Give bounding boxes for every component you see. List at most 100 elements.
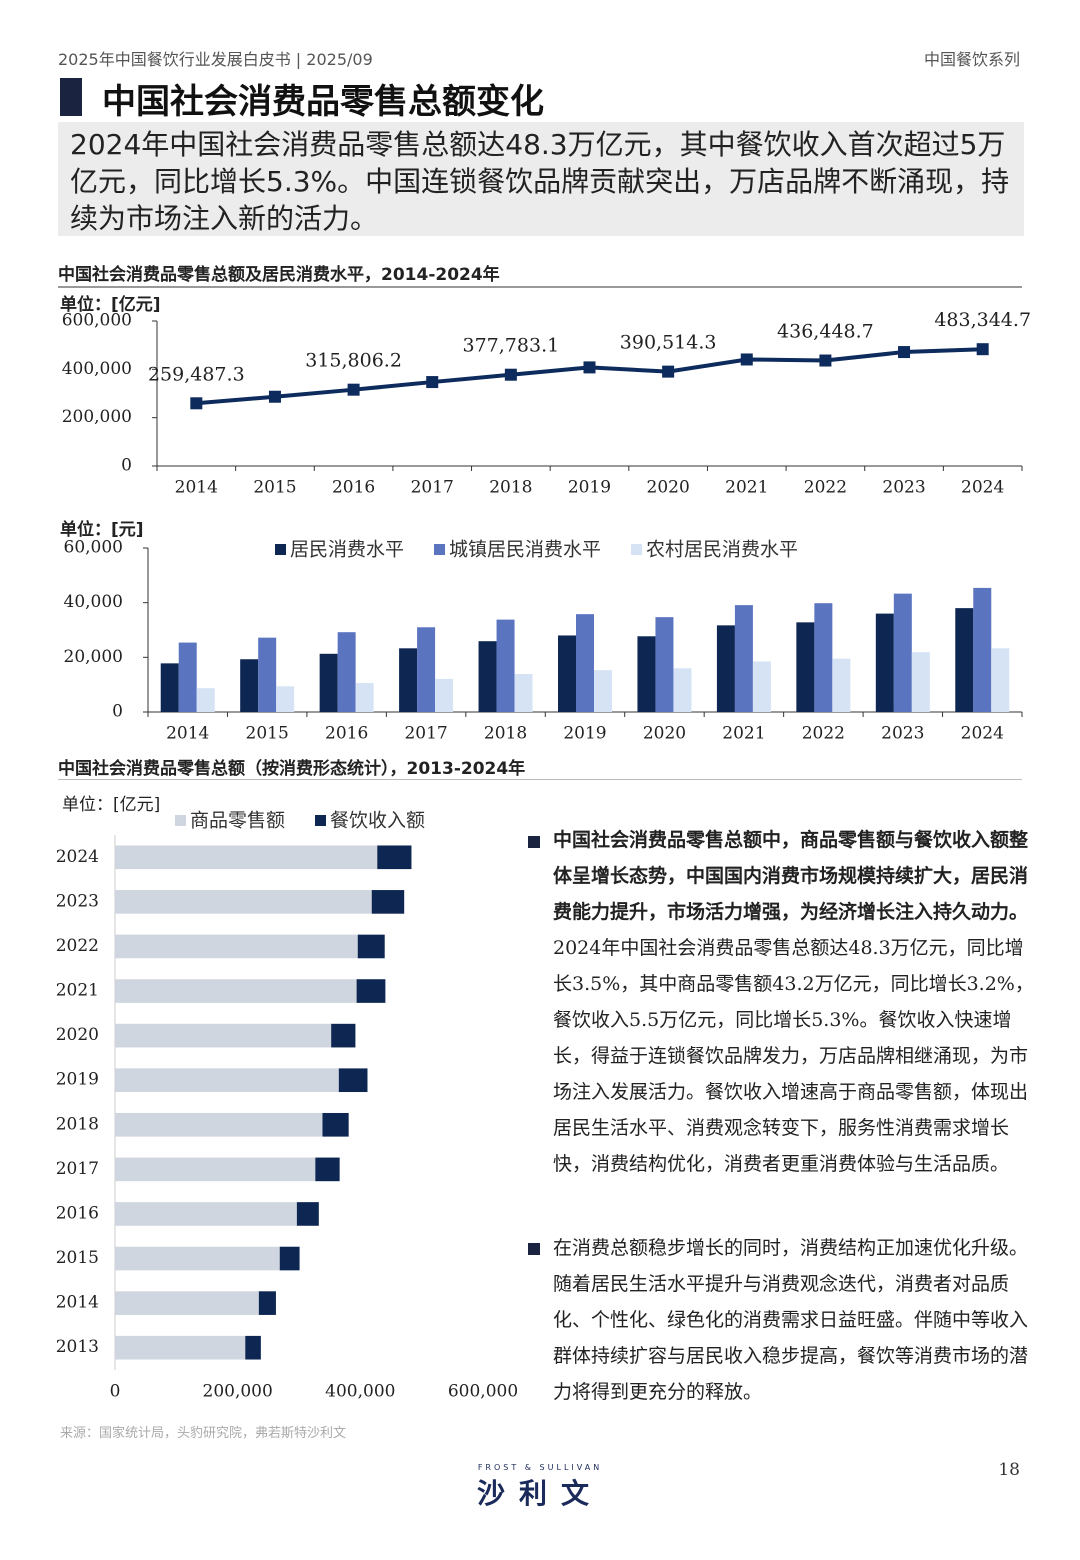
bar [673, 668, 692, 712]
unit: 单位：[元] [60, 520, 144, 540]
logo: 沙利文 [476, 1477, 603, 1510]
x-tick-label: 2014 [175, 478, 218, 498]
bar [832, 658, 851, 712]
legend-label: 商品零售额 [190, 810, 285, 832]
x-tick-label: 2019 [568, 478, 611, 498]
bar [276, 686, 295, 712]
bar [734, 605, 753, 712]
bar-segment [115, 1202, 297, 1226]
y-tick-label: 20,000 [64, 647, 123, 667]
x-tick-label: 2017 [411, 478, 454, 498]
legend-label: 城镇居民消费水平 [449, 539, 601, 561]
bar [716, 625, 735, 712]
y-tick-label: 400,000 [62, 359, 132, 379]
legend-swatch [175, 815, 186, 826]
x-tick-label: 2023 [882, 478, 925, 498]
bar [160, 663, 179, 712]
bar-segment [115, 979, 357, 1003]
value-label: 483,344.7 [934, 309, 1031, 331]
source: 来源：国家统计局，头豹研究院，弗若斯特沙利文 [60, 1426, 347, 1441]
point [583, 361, 596, 374]
bar-segment [338, 1068, 368, 1093]
x-tick-label: 2019 [563, 724, 606, 744]
y-tick-label: 2021 [56, 981, 99, 1001]
bar [196, 688, 215, 712]
point [662, 365, 675, 378]
bar [875, 613, 894, 712]
bullet-text: 在消费总额稳步增长的同时，消费结构正加速优化升级。随着居民生活水平提升与消费观念… [553, 1237, 1029, 1403]
page-title: 中国社会消费品零售总额变化 [102, 82, 544, 122]
bar [973, 587, 992, 712]
legend-swatch [631, 544, 643, 555]
x-tick-label: 2020 [647, 478, 690, 498]
bar [258, 637, 277, 712]
bar-segment [377, 845, 412, 870]
y-tick-label: 2018 [56, 1114, 99, 1134]
header-left: 2025年中国餐饮行业发展白皮书 | 2025/09 [58, 50, 373, 69]
bar-segment [258, 1291, 276, 1315]
y-tick-label: 2022 [56, 936, 99, 956]
bar [576, 614, 594, 712]
x-tick-label: 600,000 [448, 1382, 518, 1402]
bar-segment [245, 1335, 261, 1360]
logo-small: FROST & SULLIVAN [477, 1463, 603, 1472]
legend-label: 居民消费水平 [290, 539, 404, 561]
x-tick-label: 2018 [489, 478, 532, 498]
title-marker [60, 78, 82, 116]
bar-segment [322, 1112, 349, 1137]
bullet-text: 2024年中国社会消费品零售总额达48.3万亿元，同比增长3.5%，其中商品零售… [553, 937, 1034, 1175]
bar [796, 622, 815, 712]
bullet-bold: 中国社会消费品零售总额中，商品零售额与餐饮收入额整体呈增长态势，中国国内消费市场… [553, 829, 1029, 923]
bar [478, 641, 497, 712]
rule [58, 779, 1022, 780]
bar [435, 678, 454, 712]
bar [178, 642, 197, 712]
bar-segment [115, 934, 358, 959]
bar [496, 619, 515, 712]
point [347, 383, 360, 396]
value-label: 259,487.3 [148, 363, 245, 385]
value-label: 390,514.3 [620, 332, 717, 354]
value-label: 377,783.1 [463, 335, 560, 357]
y-tick-label: 40,000 [64, 592, 123, 612]
y-tick-label: 600,000 [62, 311, 132, 331]
bar-segment [115, 1246, 280, 1271]
bar [655, 617, 674, 712]
x-tick-label: 2021 [722, 724, 765, 744]
summary: 2024年中国社会消费品零售总额达48.3万亿元，其中餐饮收入首次超过5万亿元，… [58, 122, 1024, 236]
x-tick-label: 2020 [643, 724, 686, 744]
chart-title: 中国社会消费品零售总额及居民消费水平，2014-2024年 [58, 265, 500, 285]
y-tick-label: 2019 [56, 1070, 99, 1090]
bullet-marker [528, 1243, 540, 1255]
bar [337, 632, 356, 712]
bullet: 中国社会消费品零售总额中，商品零售额与餐饮收入额整体呈增长态势，中国国内消费市场… [553, 822, 1035, 1182]
bar [514, 674, 533, 712]
bar [893, 593, 912, 712]
bar [558, 635, 576, 712]
bar [240, 659, 259, 712]
bar-segment [115, 1112, 323, 1137]
x-tick-label: 200,000 [203, 1382, 273, 1402]
x-tick-label: 2017 [404, 724, 447, 744]
bar [991, 648, 1010, 712]
chart-title: 中国社会消费品零售总额（按消费形态统计），2013-2024年 [58, 759, 526, 779]
bar-segment [315, 1157, 340, 1182]
x-tick-label: 2023 [881, 724, 924, 744]
bar-segment [115, 890, 372, 914]
y-tick-label: 2016 [56, 1203, 99, 1223]
bar-segment [115, 845, 378, 870]
page-number: 18 [998, 1460, 1020, 1480]
bar [355, 683, 374, 712]
x-tick-label: 2015 [253, 478, 296, 498]
bar [814, 603, 833, 712]
x-tick-label: 2024 [961, 478, 1004, 498]
legend-swatch [275, 544, 286, 555]
x-tick-label: 2022 [802, 724, 845, 744]
bar [955, 608, 974, 712]
x-tick-label: 2015 [246, 724, 289, 744]
bar [752, 661, 771, 712]
bar-segment [115, 1023, 332, 1048]
x-tick-label: 2016 [332, 478, 375, 498]
